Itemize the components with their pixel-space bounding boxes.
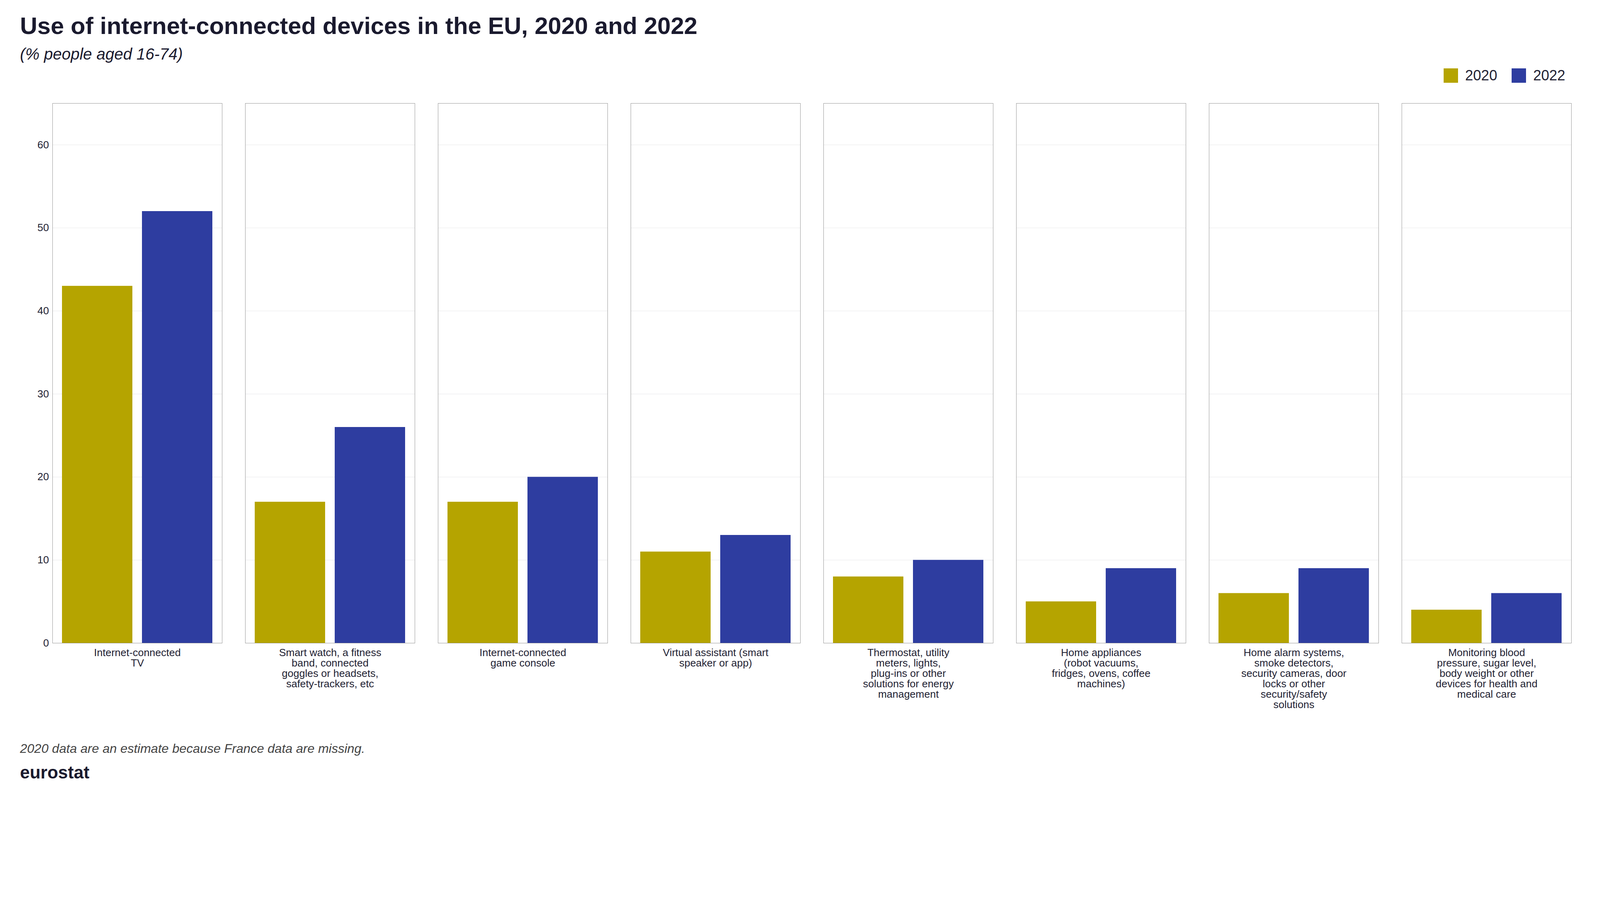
svg-text:Home alarm systems,smoke detec: Home alarm systems,smoke detectors,secur… (1241, 646, 1347, 711)
svg-text:Monitoring bloodpressure, suga: Monitoring bloodpressure, sugar level,bo… (1435, 646, 1538, 701)
html-text:2022: 2022 (1533, 67, 1566, 84)
svg-text:60: 60 (37, 138, 50, 151)
html-text:Use of internet-connected devi: Use of internet-connected devices in the… (19, 12, 698, 40)
svg-text:Internet-connectedgame console: Internet-connectedgame console (479, 646, 567, 670)
html-text:2020: 2020 (1465, 67, 1498, 84)
svg-text:Internet-connectedTV: Internet-connectedTV (93, 646, 181, 670)
html-text:2020 data are an estimate beca: 2020 data are an estimate because France… (19, 741, 365, 756)
html-text:(% people aged 16-74): (% people aged 16-74) (19, 45, 183, 63)
svg-text:30: 30 (37, 387, 50, 400)
svg-text:0: 0 (43, 637, 49, 650)
html-text:eurostat: eurostat (19, 762, 90, 783)
svg-text:20: 20 (37, 470, 50, 483)
svg-text:50: 50 (37, 221, 50, 234)
svg-text:10: 10 (37, 553, 50, 566)
svg-text:Virtual assistant (smartspeake: Virtual assistant (smartspeaker or app) (663, 646, 770, 670)
svg-text:40: 40 (37, 304, 50, 317)
svg-text:Thermostat, utilitymeters, lig: Thermostat, utilitymeters, lights,plug-i… (862, 646, 954, 701)
svg-text:Smart watch, a fitnessband, co: Smart watch, a fitnessband, connectedgog… (279, 646, 382, 690)
svg-text:Home appliances(robot vacuums,: Home appliances(robot vacuums,fridges, o… (1051, 646, 1151, 690)
